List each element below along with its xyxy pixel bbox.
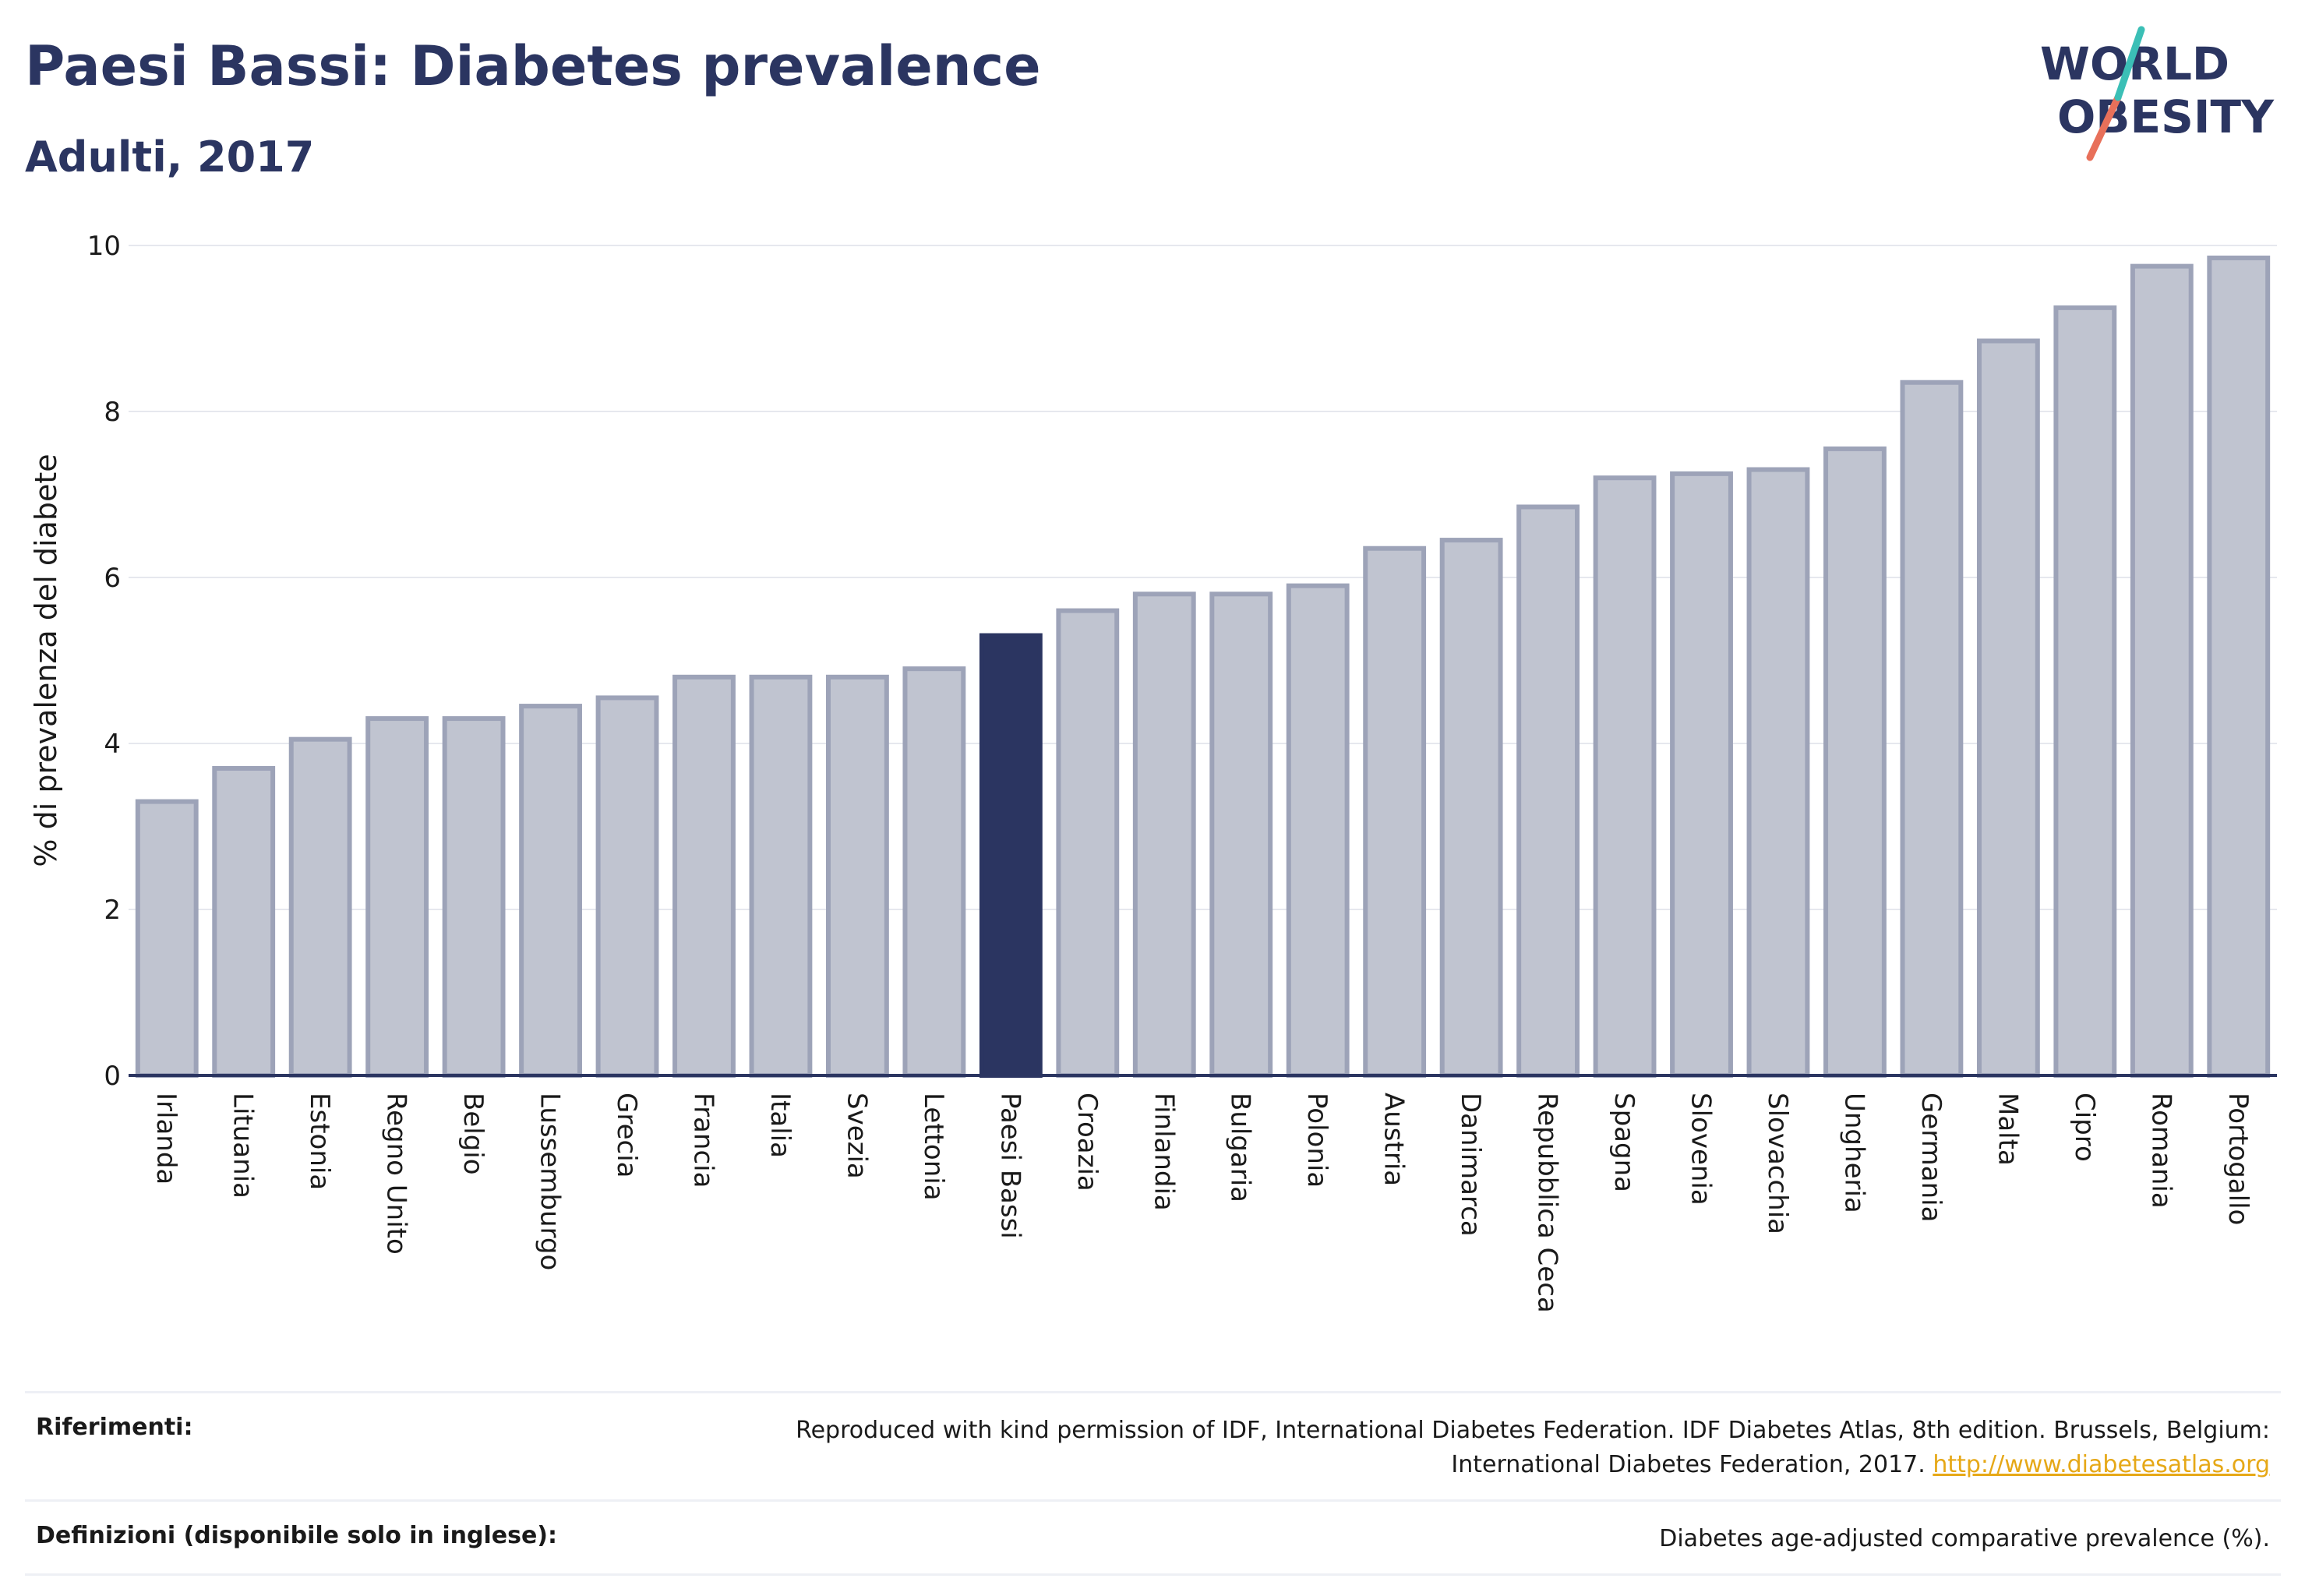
bar-regno-unito: [365, 716, 429, 1078]
x-tick-label: Irlanda: [150, 1093, 182, 1185]
x-tick-label: Svezia: [841, 1093, 872, 1179]
x-tick-label: Francia: [687, 1093, 718, 1188]
x-tick-label: Repubblica Ceca: [1532, 1093, 1563, 1313]
world-obesity-logo: WORLD OBESITY: [2040, 26, 2275, 161]
bar-ungheria: [1823, 446, 1887, 1078]
logo-line2: OBESITY: [2057, 90, 2275, 143]
bar-repubblica-ceca: [1516, 504, 1580, 1078]
bar-croazia: [1056, 608, 1120, 1078]
x-tick-label: Slovenia: [1686, 1093, 1717, 1206]
x-tick-label: Romania: [2145, 1093, 2176, 1209]
bar-italia: [749, 674, 813, 1078]
y-tick-labels: 0 2 4 6 8 10: [87, 231, 121, 1092]
references-text: Reproduced with kind permission of IDF, …: [696, 1414, 2270, 1482]
x-tick-label: Lettonia: [918, 1093, 949, 1201]
references-body: Reproduced with kind permission of IDF, …: [796, 1417, 2270, 1478]
x-tick-label: Finlandia: [1148, 1093, 1179, 1211]
bar-belgio: [442, 716, 506, 1078]
bar-malta: [1976, 338, 2040, 1079]
y-tick-label: 10: [87, 231, 121, 262]
x-tick-label: Croazia: [1071, 1093, 1103, 1192]
x-tick-label: Italia: [764, 1093, 796, 1158]
x-tick-label: Regno Unito: [381, 1093, 412, 1255]
chart-subtitle: Adulti, 2017: [25, 132, 315, 182]
bar-finlandia: [1132, 591, 1196, 1078]
y-axis-label: % di prevalenza del diabete: [29, 454, 63, 867]
definitions-label: Definizioni (disponibile solo in inglese…: [36, 1522, 557, 1549]
chart-title: Paesi Bassi: Diabetes prevalence: [25, 34, 1041, 98]
bar-austria: [1363, 546, 1427, 1078]
x-tick-label: Lussemburgo: [535, 1093, 566, 1270]
x-tick-label: Portogallo: [2222, 1093, 2254, 1225]
x-tick-label: Cipro: [2069, 1093, 2100, 1162]
bar-slovenia: [1670, 471, 1733, 1078]
bar-grecia: [595, 695, 659, 1078]
definitions-row: Definizioni (disponibile solo in inglese…: [25, 1499, 2281, 1576]
bar-bulgaria: [1209, 591, 1273, 1078]
x-tick-label: Danimarca: [1455, 1093, 1486, 1237]
footer: Riferimenti: Reproduced with kind permis…: [25, 1391, 2281, 1576]
bar-portogallo: [2207, 255, 2271, 1079]
bar-lituania: [212, 765, 276, 1078]
bar-chart: 0 2 4 6 8 10 Irlanda Lituania Estonia Regno Unit…: [29, 231, 2277, 1313]
y-tick-label: 4: [104, 729, 121, 760]
bar-germania: [1900, 380, 1964, 1079]
bars: [135, 255, 2271, 1079]
bar-paesi-bassi: [979, 633, 1043, 1078]
x-tick-label: Germania: [1915, 1093, 1947, 1222]
x-tick-label: Spagna: [1608, 1093, 1640, 1192]
bar-estonia: [288, 736, 352, 1078]
bar-cipro: [2053, 305, 2117, 1078]
bar-irlanda: [135, 799, 199, 1079]
x-tick-label: Malta: [1992, 1093, 2023, 1166]
y-tick-label: 8: [104, 397, 121, 428]
x-tick-label: Ungheria: [1838, 1093, 1869, 1213]
bar-francia: [672, 674, 736, 1078]
logo-slash-teal: [2114, 26, 2145, 101]
references-label: Riferimenti:: [36, 1414, 193, 1441]
logo-slash-coral: [2086, 94, 2122, 161]
x-tick-label: Grecia: [611, 1093, 642, 1178]
bar-slovacchia: [1746, 467, 1810, 1078]
x-tick-label: Lituania: [228, 1093, 259, 1199]
y-tick-label: 2: [104, 895, 121, 926]
bar-lettonia: [902, 666, 966, 1078]
diabetes-atlas-link[interactable]: http://www.diabetesatlas.org: [1933, 1451, 2270, 1478]
references-row: Riferimenti: Reproduced with kind permis…: [25, 1391, 2281, 1499]
x-tick-label: Belgio: [457, 1093, 489, 1175]
definitions-text: Diabetes age-adjusted comparative preval…: [1659, 1525, 2270, 1552]
x-tick-label: Estonia: [304, 1093, 335, 1190]
y-tick-label: 0: [104, 1061, 121, 1092]
x-tick-label: Austria: [1378, 1093, 1410, 1186]
bar-lussemburgo: [519, 704, 582, 1078]
x-tick-label: Slovacchia: [1762, 1093, 1793, 1234]
bar-danimarca: [1439, 538, 1503, 1078]
x-tick-labels: Irlanda Lituania Estonia Regno Unito Belgio L…: [150, 1093, 2254, 1313]
bar-svezia: [825, 674, 889, 1078]
x-tick-label: Polonia: [1301, 1093, 1333, 1188]
x-tick-label: Bulgaria: [1225, 1093, 1256, 1202]
bar-spagna: [1593, 475, 1657, 1078]
bar-romania: [2130, 263, 2194, 1078]
bar-polonia: [1286, 583, 1350, 1078]
y-tick-label: 6: [104, 563, 121, 594]
x-tick-label: Paesi Bassi: [994, 1093, 1025, 1239]
